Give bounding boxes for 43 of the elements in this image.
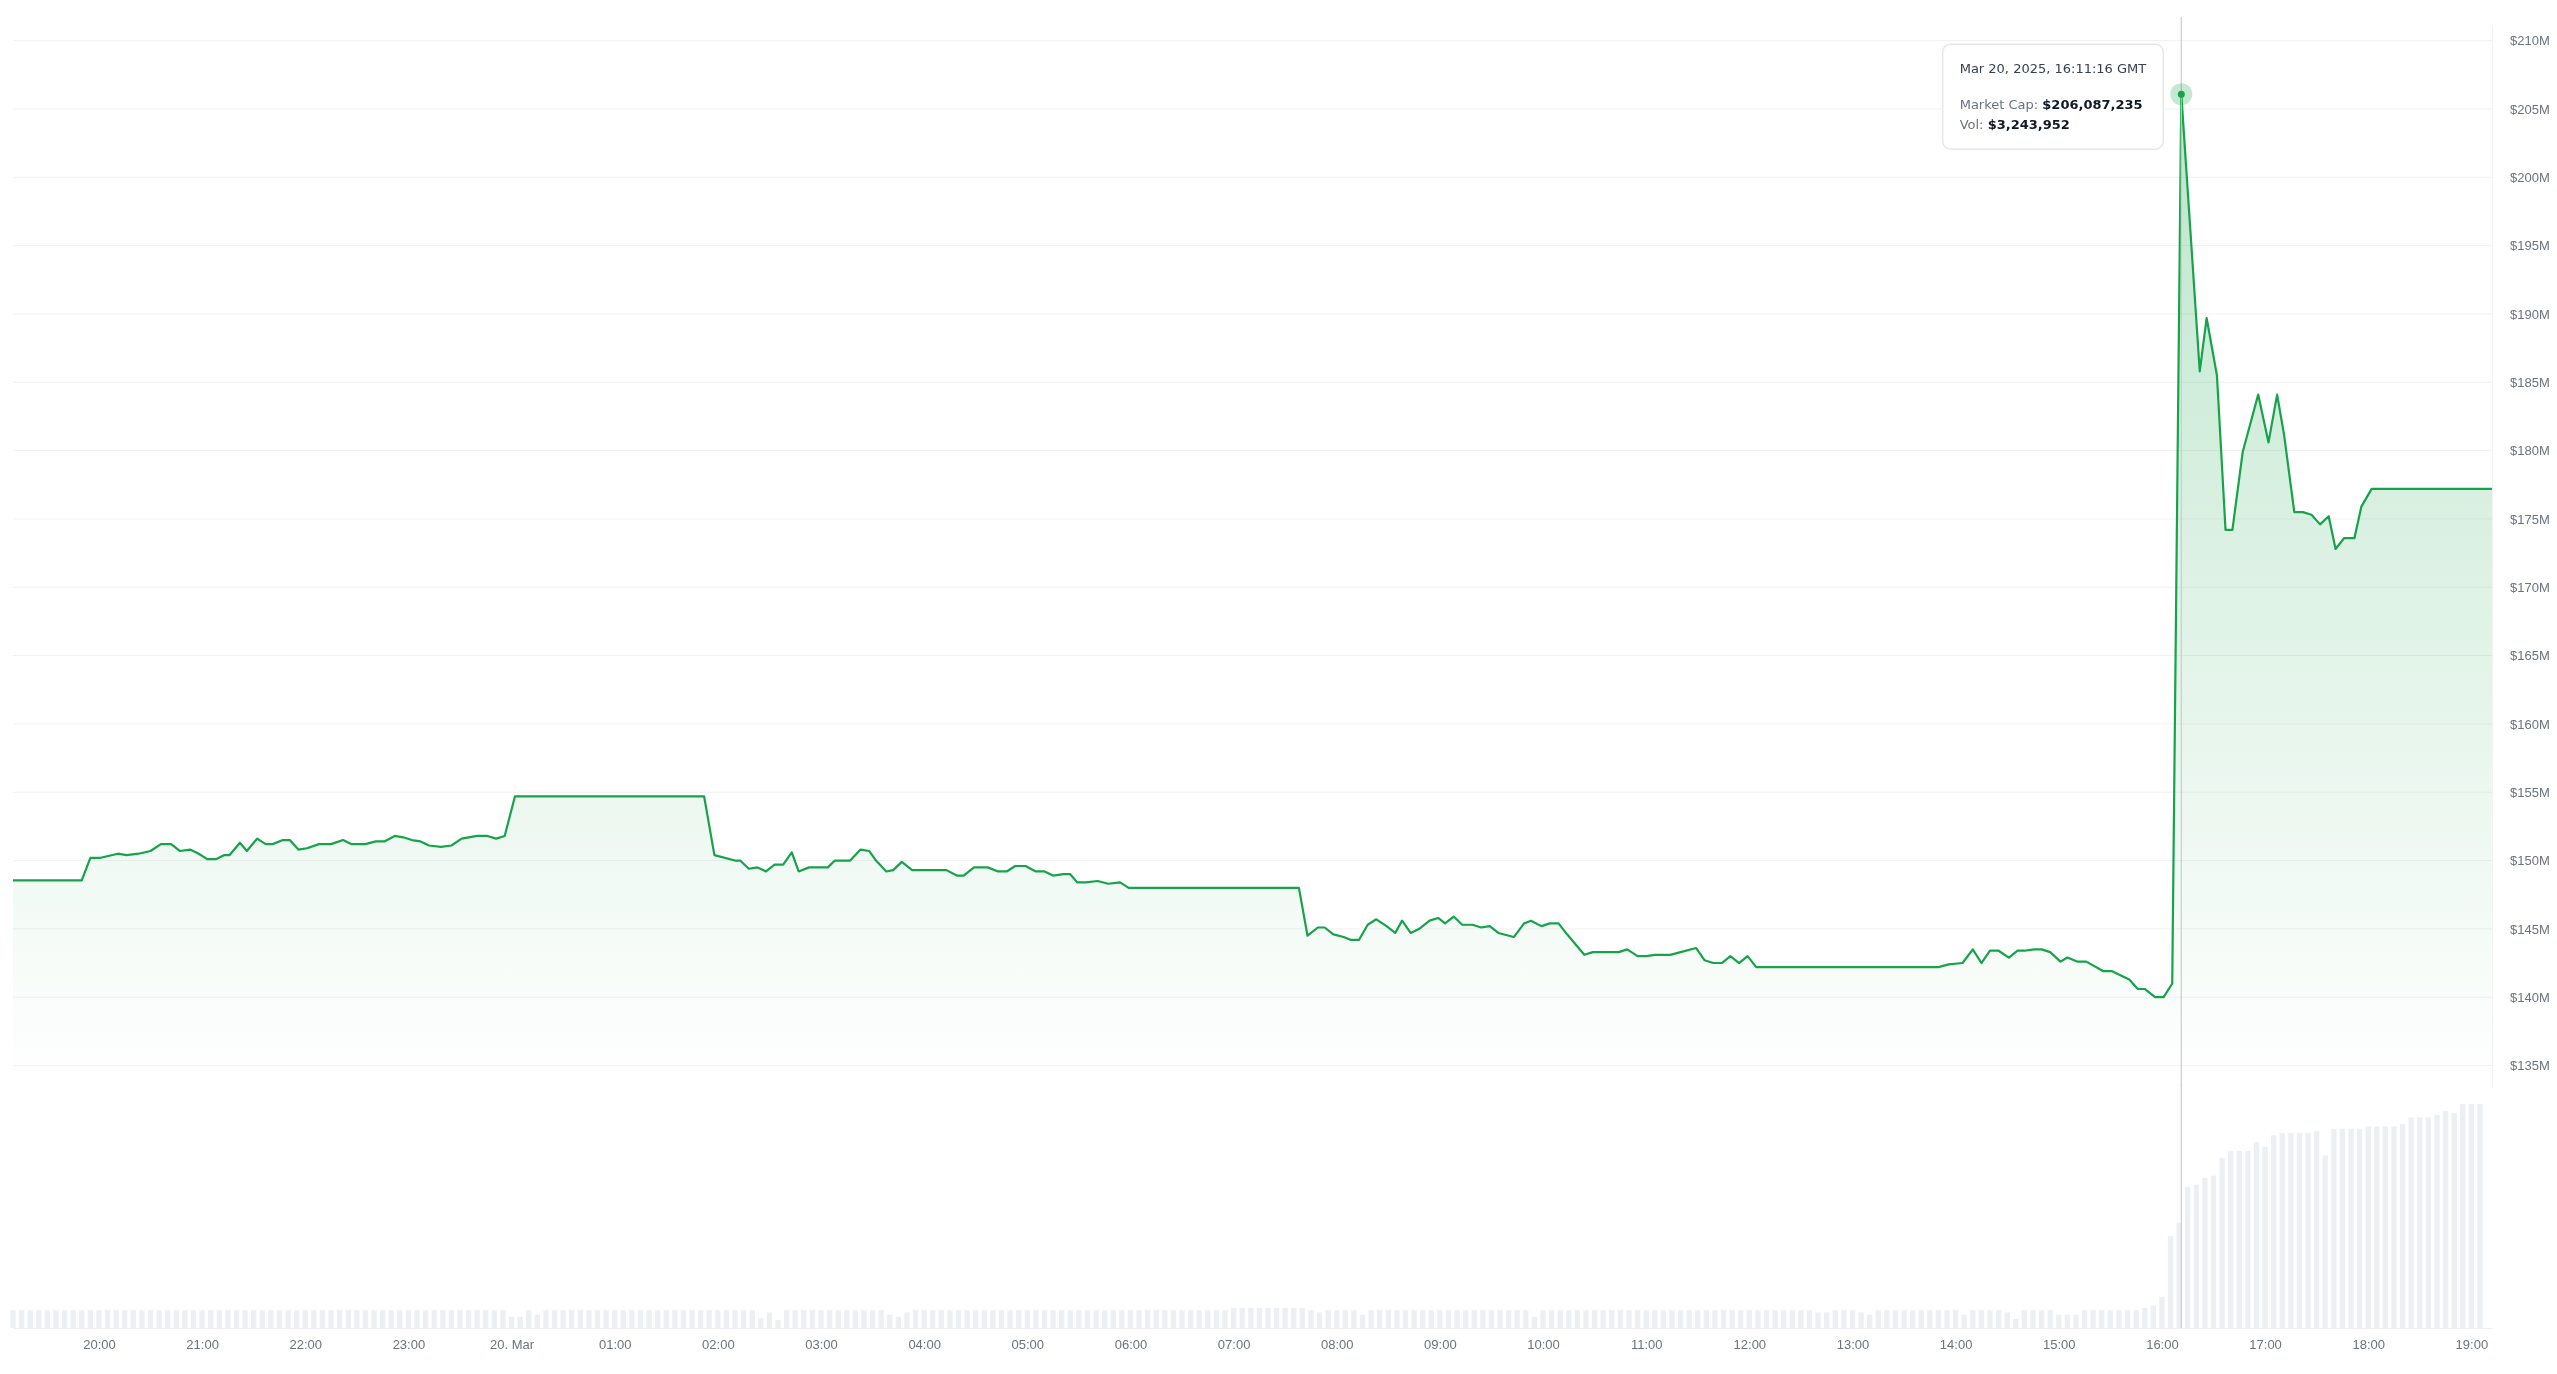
x-tick-label: 07:00 — [1217, 1337, 1251, 1353]
annotation: Market Cap: $206,087,235 — [1959, 97, 2143, 113]
y-tick-label: $150M — [2510, 853, 2550, 869]
x-tick-label: 14:00 — [1939, 1337, 1973, 1353]
x-tick-label: 03:00 — [805, 1337, 838, 1353]
y-tick-label: $165M — [2510, 648, 2550, 664]
x-tick-label: 20:00 — [83, 1337, 116, 1353]
y-tick-label: $210M — [2510, 33, 2550, 49]
x-tick-label: 09:00 — [1424, 1337, 1457, 1353]
y-tick-label: $180M — [2510, 443, 2550, 459]
y-tick-label: $155M — [2510, 784, 2550, 800]
y-tick-label: $160M — [2510, 716, 2550, 732]
y-tick-label: $135M — [2510, 1058, 2550, 1074]
y-tick-label: $140M — [2510, 989, 2550, 1005]
x-tick-label: 12:00 — [1733, 1337, 1767, 1353]
y-tick-label: $200M — [2510, 169, 2550, 185]
annotation: Mar 20, 2025, 16:11:16 GMT — [1959, 61, 2147, 77]
x-tick-label: 04:00 — [908, 1337, 941, 1353]
y-tick-label: $205M — [2510, 101, 2550, 117]
x-tick-label: 18:00 — [2352, 1337, 2385, 1353]
x-tick-label: 23:00 — [392, 1337, 426, 1353]
y-tick-label: $185M — [2510, 374, 2550, 390]
x-tick-label: 06:00 — [1114, 1337, 1148, 1353]
x-tick-label: 02:00 — [702, 1337, 735, 1353]
y-tick-label: $190M — [2510, 306, 2550, 322]
annotation: Vol: $3,243,952 — [1959, 117, 2070, 133]
x-tick-label: 20. Mar — [490, 1337, 535, 1353]
x-tick-label: 08:00 — [1320, 1337, 1354, 1353]
x-tick-label: 19:00 — [2455, 1337, 2489, 1353]
x-tick-label: 10:00 — [1527, 1337, 1560, 1353]
x-tick-label: 01:00 — [598, 1337, 632, 1353]
x-tick-label: 11:00 — [1630, 1337, 1663, 1353]
y-tick-label: $175M — [2510, 511, 2550, 527]
x-tick-label: 17:00 — [2249, 1337, 2282, 1353]
x-tick-label: 22:00 — [289, 1337, 323, 1353]
x-tick-label: 16:00 — [2146, 1337, 2179, 1353]
x-tick-label: 15:00 — [2043, 1337, 2076, 1353]
y-tick-label: $170M — [2510, 579, 2550, 595]
x-tick-label: 21:00 — [186, 1337, 219, 1353]
y-tick-label: $145M — [2510, 921, 2550, 937]
x-tick-label: 13:00 — [1836, 1337, 1870, 1353]
y-tick-label: $195M — [2510, 238, 2550, 254]
x-tick-label: 05:00 — [1011, 1337, 1045, 1353]
